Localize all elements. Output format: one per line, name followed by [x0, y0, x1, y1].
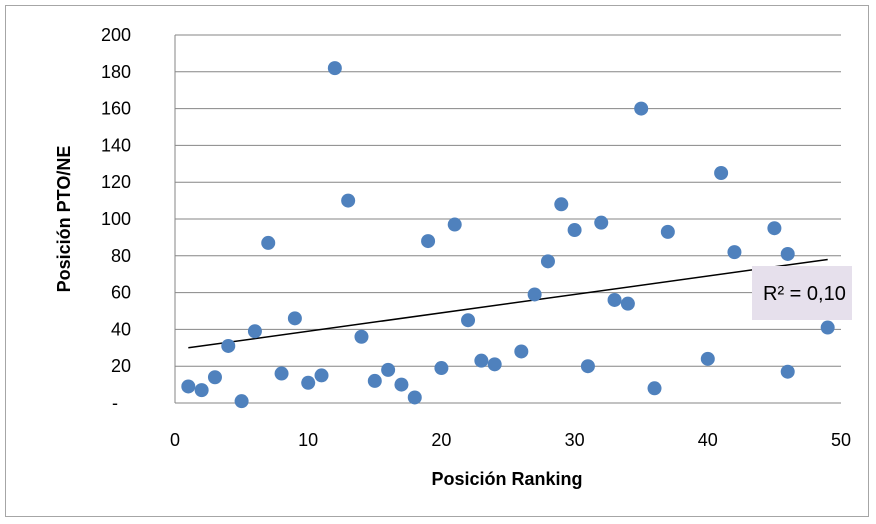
x-tick-label: 40: [698, 430, 718, 450]
data-point: [341, 193, 356, 208]
data-point: [274, 366, 289, 381]
data-point: [767, 221, 782, 236]
y-axis-title: Posición PTO/NE: [54, 146, 74, 293]
data-point: [487, 357, 502, 372]
chart-frame: [5, 5, 869, 517]
y-tick-label: 180: [101, 62, 131, 82]
r-squared-label: R² = 0,10: [763, 283, 846, 305]
data-point: [261, 235, 276, 250]
data-point: [647, 381, 662, 396]
data-point: [207, 370, 222, 385]
gridlines: [174, 34, 841, 404]
trendline: [188, 258, 828, 349]
y-tick-label: 100: [101, 209, 131, 229]
data-points: [181, 61, 835, 409]
x-tick-label: 10: [298, 430, 318, 450]
x-tick-label: 30: [565, 430, 585, 450]
data-point: [381, 362, 396, 377]
data-point: [247, 324, 262, 339]
data-point: [727, 245, 742, 260]
data-point: [394, 377, 409, 392]
data-point: [367, 373, 382, 388]
data-point: [527, 287, 542, 302]
data-point: [327, 61, 342, 76]
y-tick-label: 40: [111, 319, 131, 339]
data-point: [607, 292, 622, 307]
data-point: [461, 313, 476, 328]
data-point: [447, 217, 462, 232]
y-tick-label: 120: [101, 172, 131, 192]
r-squared-label-group: R² = 0,10: [752, 266, 852, 320]
data-point: [540, 254, 555, 269]
data-point: [780, 246, 795, 261]
y-tick-label: 140: [101, 135, 131, 155]
data-point: [434, 361, 449, 376]
r-squared-box: [752, 266, 852, 320]
y-axis-ticks: - 20 40 60 80 100 120 140 160 180 200: [101, 25, 131, 413]
y-tick-label: -: [112, 393, 118, 413]
data-point: [594, 215, 609, 230]
data-point: [314, 368, 329, 383]
data-point: [421, 234, 436, 249]
y-tick-label: 20: [111, 356, 131, 376]
data-point: [474, 353, 489, 368]
x-tick-label: 20: [431, 430, 451, 450]
data-point: [580, 359, 595, 374]
y-tick-label: 80: [111, 246, 131, 266]
data-point: [620, 296, 635, 311]
y-tick-label: 200: [101, 25, 131, 45]
data-point: [234, 394, 249, 409]
data-point: [221, 338, 236, 353]
data-point: [407, 390, 422, 405]
data-point: [287, 311, 302, 326]
data-point: [514, 344, 529, 359]
data-point: [634, 101, 649, 116]
x-tick-label: 0: [170, 430, 180, 450]
data-point: [554, 197, 569, 212]
x-tick-label: 50: [831, 430, 851, 450]
trendline-group: [188, 258, 828, 349]
y-tick-label: 60: [111, 283, 131, 303]
y-tick-label: 160: [101, 99, 131, 119]
data-point: [354, 329, 369, 344]
data-point: [820, 320, 835, 335]
data-point: [181, 379, 196, 394]
data-point: [700, 351, 715, 366]
x-axis-ticks: 0 10 20 30 40 50: [170, 430, 851, 450]
data-point: [780, 364, 795, 379]
data-point: [714, 166, 729, 180]
data-point: [567, 223, 582, 238]
data-point: [301, 375, 316, 390]
data-point: [194, 383, 209, 398]
data-point: [660, 224, 675, 239]
x-axis-title: Posición Ranking: [431, 469, 582, 489]
